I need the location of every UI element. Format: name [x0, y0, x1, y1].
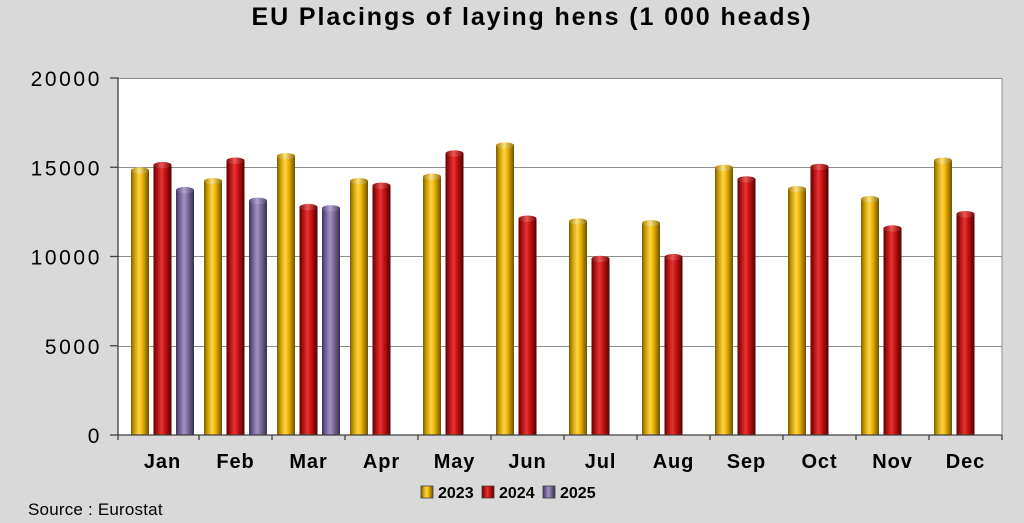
svg-text:20000: 20000 — [31, 68, 102, 91]
svg-text:15000: 15000 — [31, 157, 102, 180]
svg-text:Dec: Dec — [946, 451, 985, 473]
svg-text:Source : Eurostat: Source : Eurostat — [28, 500, 163, 519]
svg-text:EU Placings of laying hens (1: EU Placings of laying hens (1 000 heads) — [252, 3, 813, 31]
svg-text:2023: 2023 — [438, 485, 474, 502]
svg-text:Nov: Nov — [872, 451, 912, 473]
svg-text:May: May — [434, 451, 476, 473]
svg-text:Aug: Aug — [653, 451, 695, 473]
svg-text:Jul: Jul — [585, 451, 617, 473]
svg-text:Jan: Jan — [144, 451, 181, 473]
svg-text:0: 0 — [88, 425, 102, 448]
svg-text:Feb: Feb — [216, 451, 254, 473]
svg-text:Apr: Apr — [363, 451, 400, 473]
svg-text:Sep: Sep — [727, 451, 766, 473]
svg-text:Jun: Jun — [508, 451, 546, 473]
svg-text:10000: 10000 — [31, 247, 102, 270]
svg-text:2024: 2024 — [499, 485, 535, 502]
svg-text:5000: 5000 — [45, 336, 102, 359]
svg-text:Mar: Mar — [289, 451, 327, 473]
svg-text:Oct: Oct — [801, 451, 837, 473]
svg-text:2025: 2025 — [560, 485, 596, 502]
